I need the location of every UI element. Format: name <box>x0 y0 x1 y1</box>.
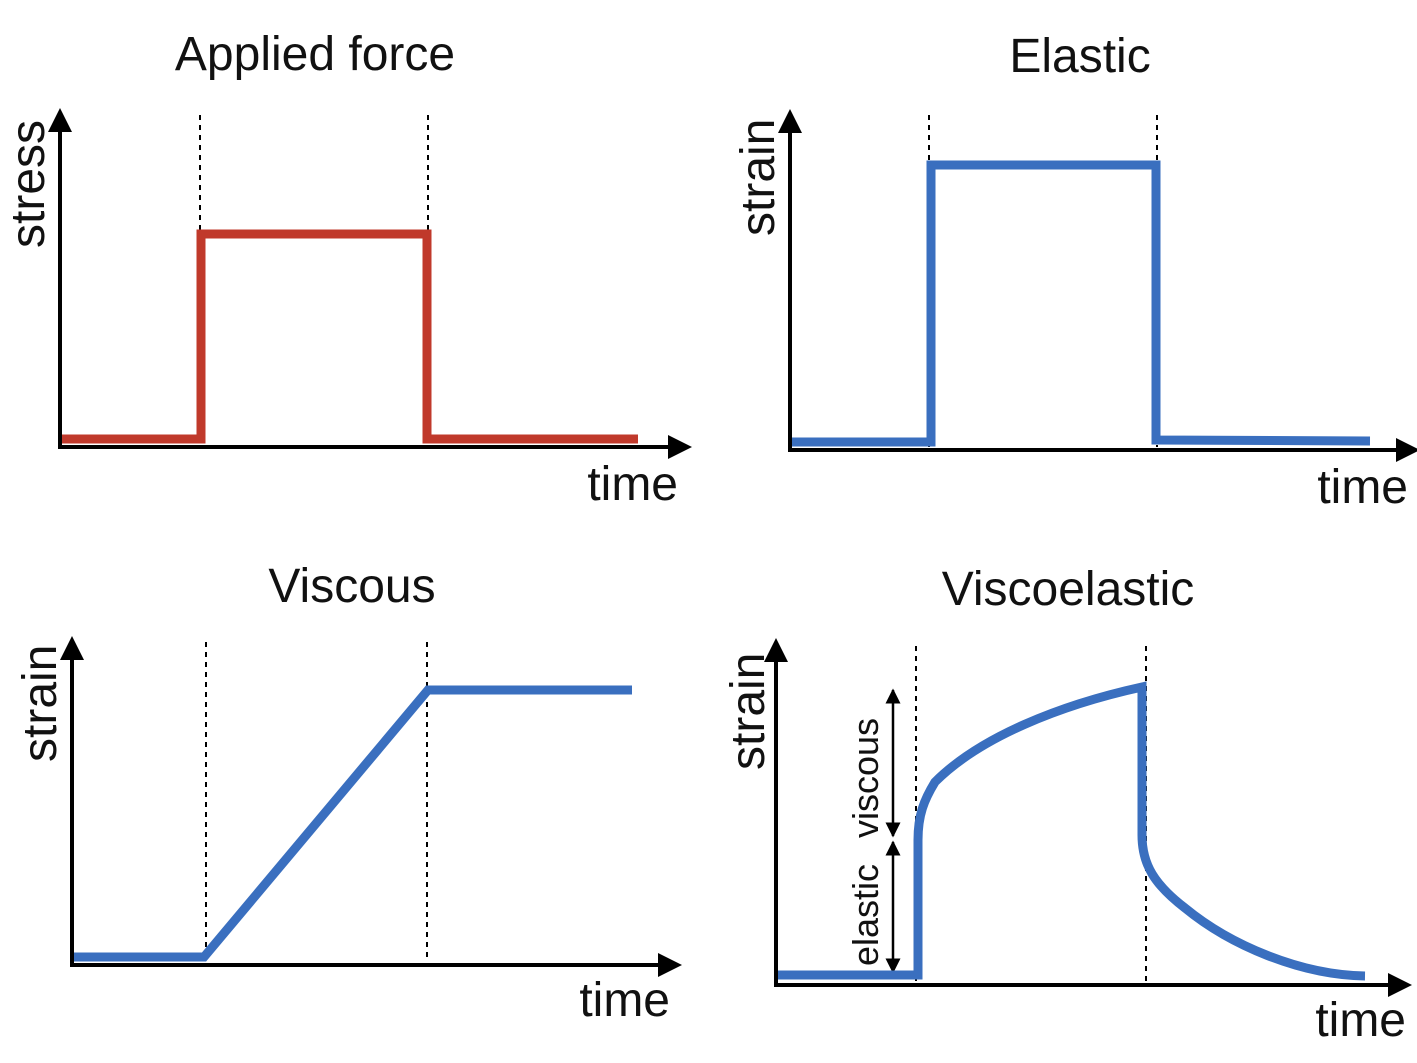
elastic-strain-curve <box>792 160 1371 447</box>
y-axis-label: strain <box>732 119 785 236</box>
x-axis-label: time <box>1317 461 1408 514</box>
elastic-label: elastic <box>845 864 886 966</box>
panel-viscous: Viscous strain time <box>14 560 682 1027</box>
panel-viscoelastic: Viscoelastic strain time elastic viscous <box>722 563 1412 1047</box>
viscous-strain-curve <box>74 685 632 962</box>
x-axis-label: time <box>587 458 678 511</box>
x-axis-label: time <box>1315 994 1406 1047</box>
y-axis-label: strain <box>722 653 775 770</box>
y-axis-label: strain <box>14 645 67 762</box>
panel-elastic: Elastic strain time <box>732 30 1417 514</box>
panel-title: Applied force <box>175 28 455 81</box>
viscous-label: viscous <box>845 718 886 838</box>
panel-title: Viscoelastic <box>942 563 1195 616</box>
stress-step-curve <box>62 229 638 444</box>
panel-applied-force: Applied force stress time <box>2 28 692 511</box>
panel-title: Elastic <box>1009 30 1150 83</box>
panel-title: Viscous <box>268 560 435 613</box>
y-axis-label: stress <box>2 120 55 248</box>
viscoelastic-strain-curve <box>778 681 1366 981</box>
x-axis-label: time <box>579 974 670 1027</box>
